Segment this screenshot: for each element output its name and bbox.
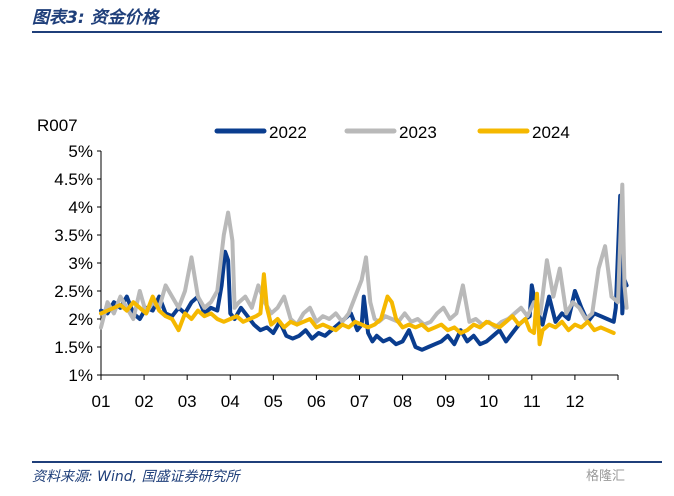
legend-label-2022: 2022 <box>269 123 307 142</box>
x-tick-label: 02 <box>135 392 154 411</box>
source-rule <box>32 461 662 463</box>
legend: 2022 2023 2024 <box>214 123 570 142</box>
x-tick-label: 03 <box>178 392 197 411</box>
y-tick-label: 4.5% <box>54 170 93 189</box>
x-tick-label: 12 <box>565 392 584 411</box>
series-group <box>99 182 629 352</box>
source-note: 资料来源: Wind, 国盛证券研究所 <box>32 469 240 485</box>
figure-title: 图表3: 资金价格 <box>32 8 159 28</box>
y-tick-label: 3.5% <box>54 226 93 245</box>
y-tick-label: 4% <box>68 198 93 217</box>
x-tick-label: 07 <box>350 392 369 411</box>
series-line-2023 <box>99 182 629 330</box>
x-tick-label: 04 <box>221 392 240 411</box>
x-tick-label: 05 <box>264 392 283 411</box>
x-tick-label: 10 <box>479 392 498 411</box>
y-tick-label: 3% <box>68 254 93 273</box>
watermark-logo: 格隆汇 <box>586 469 626 484</box>
y-tick-label: 1.5% <box>54 338 93 357</box>
r007-line-chart: R007 2022 2023 2024 1% 1.5% 2% 2.5% 3% 3.5% 4% 4.… <box>37 116 629 411</box>
y-tick-label: 5% <box>68 142 93 161</box>
title-rule <box>32 31 662 33</box>
x-tick-label: 09 <box>436 392 455 411</box>
legend-label-2024: 2024 <box>532 123 570 142</box>
x-tick-label: 11 <box>523 392 541 411</box>
x-tick-label: 01 <box>92 392 111 411</box>
y-tick-label: 2% <box>68 310 93 329</box>
y-tick-label: 1% <box>68 366 93 385</box>
axes: 1% 1.5% 2% 2.5% 3% 3.5% 4% 4.5% 5% 01 02 03 04 05 06 07… <box>54 142 619 411</box>
x-tick-label: 06 <box>307 392 326 411</box>
x-tick-label: 08 <box>393 392 412 411</box>
y-tick-label: 2.5% <box>54 282 93 301</box>
series-line-2024 <box>99 272 616 347</box>
y-axis-label: R007 <box>37 116 78 135</box>
legend-label-2023: 2023 <box>399 123 437 142</box>
